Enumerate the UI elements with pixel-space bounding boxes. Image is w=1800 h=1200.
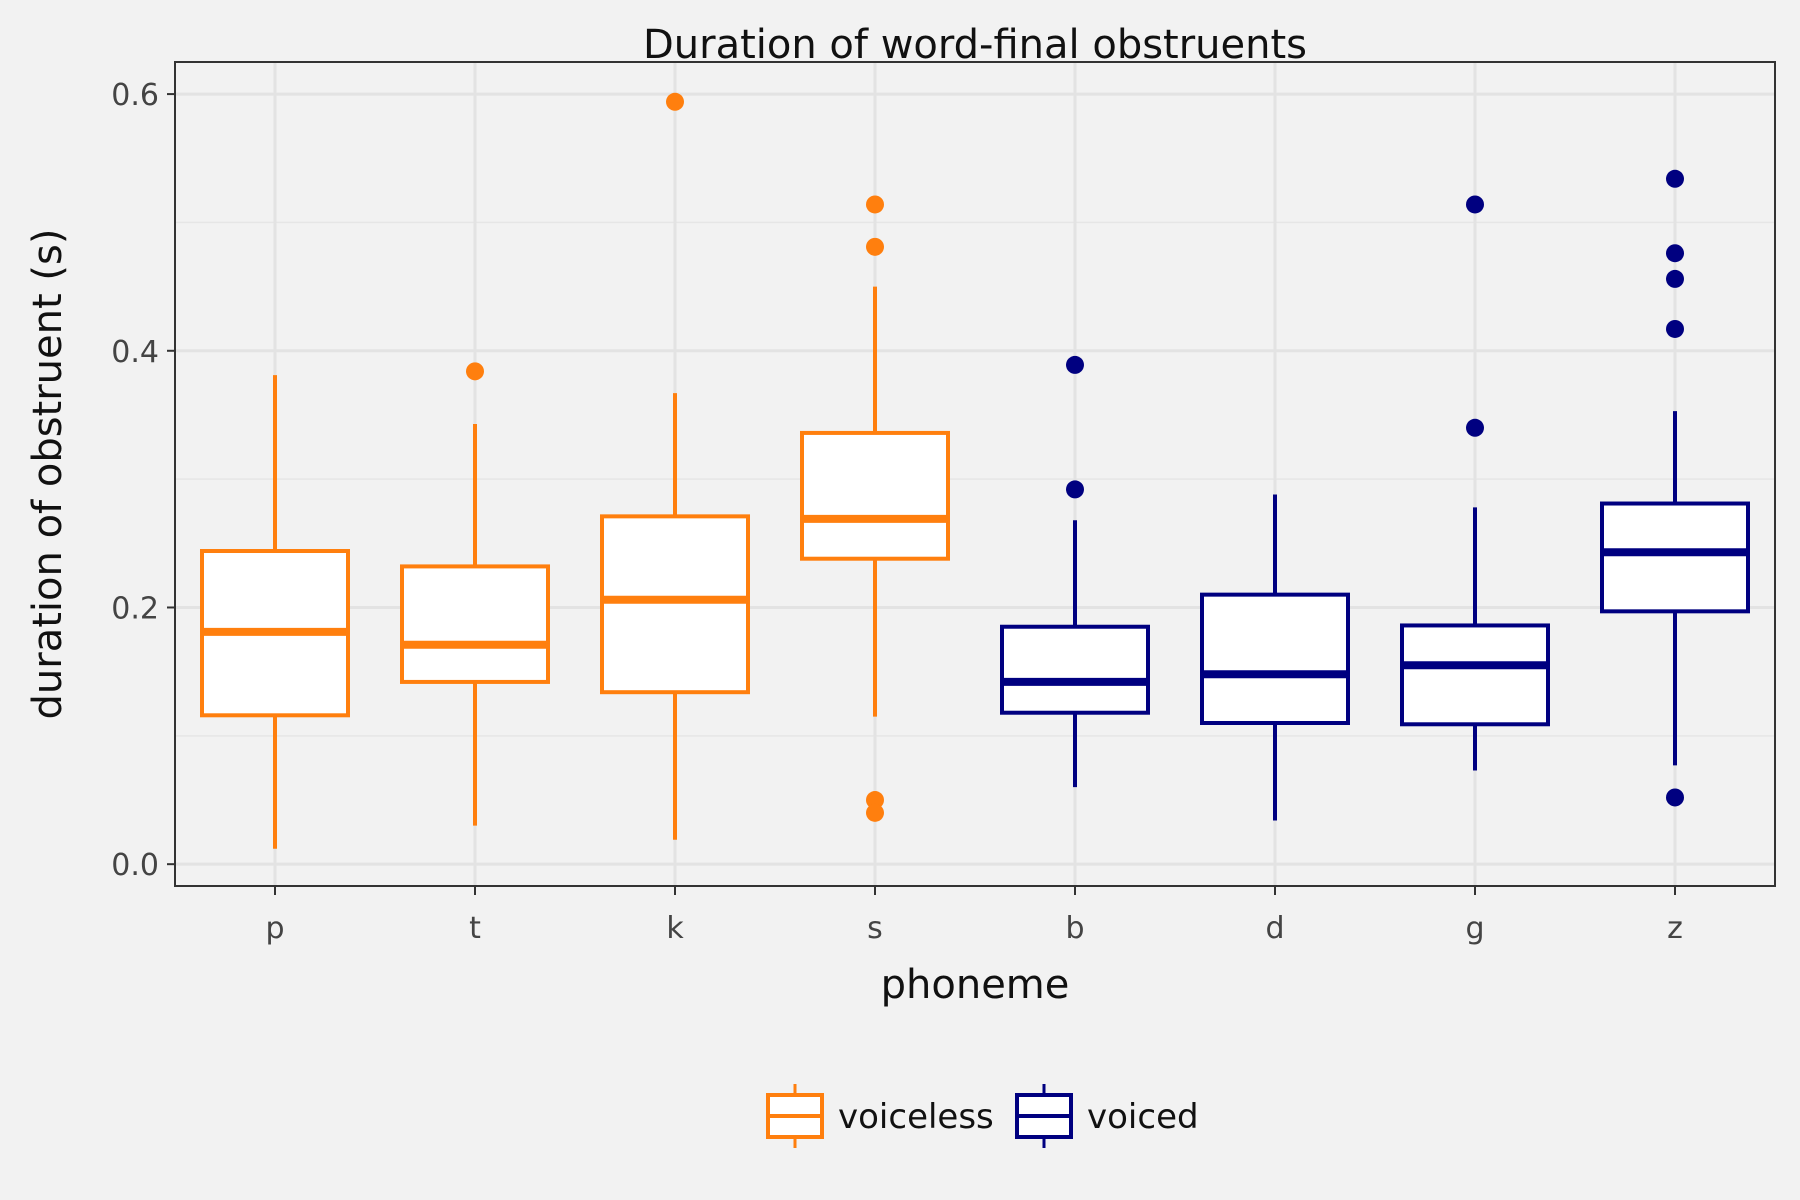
iqr-box — [1200, 592, 1350, 725]
y-tick-label: 0.4 — [111, 335, 159, 370]
outlier-point — [1066, 355, 1084, 374]
box-s — [800, 195, 950, 822]
box-b — [1000, 355, 1150, 788]
box-k — [600, 92, 750, 840]
outlier-point — [666, 92, 684, 111]
outlier-point — [866, 195, 884, 214]
chart-title: Duration of word-final obstruents — [643, 22, 1307, 68]
legend-item-voiceless: voiceless — [766, 1084, 994, 1148]
iqr-box — [800, 430, 950, 561]
legend-label: voiced — [1087, 1097, 1199, 1137]
x-tick-label: p — [265, 911, 284, 946]
box-layer — [200, 92, 1750, 849]
legend: voiceless voiced — [766, 1084, 1199, 1148]
iqr-box — [1600, 501, 1750, 614]
iqr-box — [1400, 623, 1550, 727]
legend-item-voiced: voiced — [1015, 1084, 1199, 1148]
iqr-box — [600, 514, 750, 695]
outlier-point — [1066, 480, 1084, 499]
y-tick-label: 0.0 — [111, 848, 159, 883]
outlier-point — [1666, 244, 1684, 263]
outlier-point — [1666, 788, 1684, 807]
panel-border — [174, 61, 1776, 887]
x-tick-label: b — [1065, 911, 1084, 946]
box-d — [1200, 494, 1350, 821]
grid-layer — [175, 62, 1775, 886]
y-tick-label: 0.2 — [111, 591, 159, 626]
outlier-point — [1666, 269, 1684, 288]
outlier-point — [866, 791, 884, 810]
outlier-point — [1666, 319, 1684, 338]
x-tick-label: g — [1465, 911, 1484, 946]
outlier-point — [466, 362, 484, 381]
x-tick-label: s — [867, 911, 883, 946]
outlier-point — [1466, 195, 1484, 214]
panel-background — [175, 62, 1775, 886]
x-tick-label: t — [469, 911, 481, 946]
outlier-point — [866, 803, 884, 822]
y-axis-title: duration of obstruent (s) — [25, 229, 71, 720]
outlier-point — [866, 237, 884, 256]
x-tick-label: z — [1667, 911, 1683, 946]
box-g — [1400, 195, 1550, 771]
x-axis-title: phoneme — [881, 962, 1070, 1008]
x-tick-label: d — [1265, 911, 1284, 946]
y-tick-label: 0.6 — [111, 78, 159, 113]
outlier-point — [1466, 418, 1484, 437]
iqr-box — [1000, 624, 1150, 715]
iqr-box — [400, 564, 550, 684]
box-z — [1600, 169, 1750, 807]
box-p — [200, 375, 350, 849]
outlier-point — [1666, 169, 1684, 188]
axis-layer: 0.0 0.2 0.4 0.6 p t k s b d g z — [111, 78, 1683, 946]
x-tick-label: k — [666, 911, 684, 946]
legend-label: voiceless — [838, 1097, 994, 1137]
box-t — [400, 362, 550, 826]
